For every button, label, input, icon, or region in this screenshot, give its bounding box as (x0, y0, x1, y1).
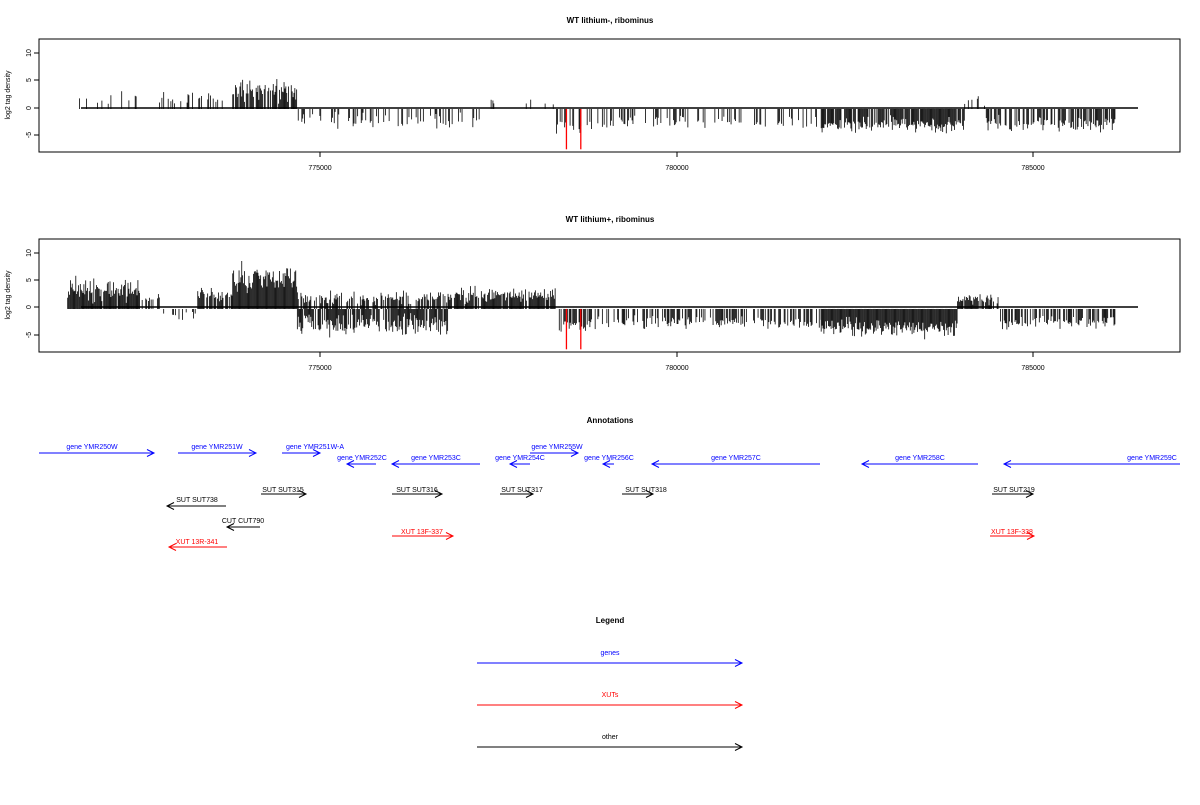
legend-label-1: XUTs (602, 692, 619, 699)
annotation-arrow-7 (601, 460, 614, 468)
annotation-arrow-18 (392, 532, 455, 540)
annotation-label-8: gene YMR257C (711, 455, 761, 462)
legend-arrow-2 (477, 743, 744, 751)
annotation-arrow-4 (390, 460, 480, 468)
chart1-plot-frame (38, 38, 1181, 153)
annotation-label-14: SUT SUT317 (501, 487, 543, 494)
chart2-title: WT lithium+, ribominus (566, 215, 655, 224)
annotation-arrow-8 (650, 460, 820, 468)
chart1-ytick-0: 0 (26, 106, 33, 110)
annotation-label-17: CUT CUT790 (222, 518, 264, 525)
chart2-xtick-785000: 785000 (1021, 365, 1044, 372)
chart1-density-bars (79, 79, 1116, 150)
chart2-ytick-0: 0 (26, 305, 33, 309)
chart1-ytick-minus5: -5 (26, 132, 33, 138)
chart2-density-bars (67, 260, 1116, 350)
annotation-arrow-10 (1002, 460, 1180, 468)
legend-title: Legend (596, 616, 625, 625)
annotation-arrow-5 (508, 460, 530, 468)
annotation-arrow-6 (530, 449, 580, 457)
annotation-arrow-14 (500, 490, 535, 498)
chart1-ylabel: log2 tag density (5, 70, 12, 120)
chart1-ytick-5: 5 (26, 78, 33, 82)
annotations-track: gene YMR250W gene YMR251W gene YMR251W-A ge… (39, 444, 1180, 551)
annotation-arrow-16 (992, 490, 1035, 498)
annotation-label-13: SUT SUT316 (396, 487, 438, 494)
annotation-label-0: gene YMR250W (66, 444, 118, 451)
chart1-ytick-10: 10 (26, 49, 33, 57)
chart1-title: WT lithium-, ribominus (567, 16, 654, 25)
legend-arrow-1 (477, 701, 744, 709)
chart2-ytick-10: 10 (26, 249, 33, 257)
annotation-arrow-19 (990, 532, 1036, 540)
annotation-label-7: gene YMR256C (584, 455, 634, 462)
annotation-arrow-20 (167, 543, 227, 551)
chart1-xtick-780000: 780000 (665, 165, 688, 172)
annotation-label-5: gene YMR254C (495, 455, 545, 462)
legend-label-2: other (602, 734, 619, 741)
annotation-arrow-2 (282, 449, 322, 457)
annotation-arrow-1 (178, 449, 258, 457)
legend-arrow-0 (477, 659, 744, 667)
annotation-label-15: SUT SUT318 (625, 487, 667, 494)
annotation-label-9: gene YMR258C (895, 455, 945, 462)
annotations-title: Annotations (587, 416, 634, 425)
chart2-xtick-775000: 775000 (308, 365, 331, 372)
chart1-y-axis: 10 5 0 -5 (26, 49, 39, 138)
annotation-arrow-3 (345, 460, 376, 468)
chart2-plot-frame (38, 238, 1181, 353)
annotation-arrow-15 (622, 490, 655, 498)
annotation-arrow-0 (39, 449, 156, 457)
annotation-arrow-17 (225, 523, 260, 531)
chart1-xtick-775000: 775000 (308, 165, 331, 172)
chart2-y-axis: 10 5 0 -5 (26, 249, 39, 338)
annotation-label-20: XUT 13R-341 (176, 539, 219, 546)
annotation-label-10: gene YMR259C (1127, 455, 1177, 462)
annotation-arrow-12 (261, 490, 308, 498)
annotation-label-16: SUT SUT219 (993, 487, 1035, 494)
annotation-label-11: SUT SUT738 (176, 497, 218, 504)
annotation-arrow-11 (165, 502, 226, 510)
chart2-xtick-780000: 780000 (665, 365, 688, 372)
chart1-x-axis: 775000 780000 785000 (308, 152, 1045, 172)
annotation-label-4: gene YMR253C (411, 455, 461, 462)
annotation-label-19: XUT 13F-338 (991, 529, 1033, 536)
legend-label-0: genes (600, 650, 620, 657)
chart2-ytick-5: 5 (26, 278, 33, 282)
chart2-ylabel: log2 tag density (5, 270, 12, 320)
annotation-arrow-9 (860, 460, 978, 468)
annotation-label-12: SUT SUT315 (262, 487, 304, 494)
chart1-xtick-785000: 785000 (1021, 165, 1044, 172)
legend: genes XUTs other (477, 650, 744, 751)
annotation-label-2: gene YMR251W-A (286, 444, 344, 451)
annotation-label-3: gene YMR252C (337, 455, 387, 462)
annotation-label-18: XUT 13F-337 (401, 529, 443, 536)
chart2-ytick-minus5: -5 (26, 332, 33, 338)
chart2-x-axis: 775000 780000 785000 (308, 352, 1045, 372)
annotation-arrow-13 (392, 490, 444, 498)
annotation-label-6: gene YMR255W (531, 444, 583, 451)
annotation-label-1: gene YMR251W (191, 444, 243, 451)
